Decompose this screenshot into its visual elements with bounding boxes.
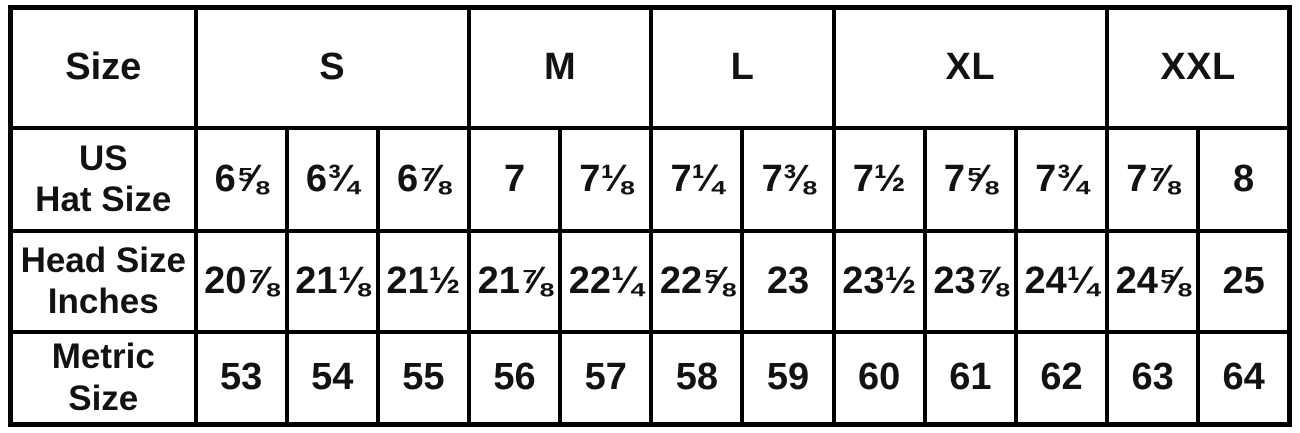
us-hat-size-cell: 7⅝ <box>922 125 1018 233</box>
group-header-xxl: XXL <box>1105 5 1292 130</box>
us-hat-size-cell: 7⅜ <box>740 125 836 233</box>
head-size-cell: 21½ <box>375 228 471 334</box>
head-size-cell: 24¼ <box>1013 228 1110 334</box>
metric-size-cell: 64 <box>1196 329 1292 427</box>
row-label-line: Size <box>68 378 139 418</box>
head-size-cell: 21⅞ <box>466 228 563 334</box>
us-hat-size-cell: 6⅞ <box>375 125 471 233</box>
group-header-m: M <box>466 5 654 130</box>
head-size-cell: 25 <box>1196 228 1292 334</box>
head-size-cell: 23½ <box>831 228 927 334</box>
head-size-cell: 24⅝ <box>1105 228 1201 334</box>
row-label-line: Metric <box>51 337 155 377</box>
row-label-head-size-inches: Head Size Inches <box>8 228 198 334</box>
head-size-cell: 22⅝ <box>649 228 745 334</box>
group-header-xl: XL <box>831 5 1110 130</box>
metric-size-cell: 62 <box>1013 329 1110 427</box>
size-group-header-row: Size S M L XL XXL <box>8 5 1292 130</box>
us-hat-size-cell: 7½ <box>831 125 927 233</box>
us-hat-size-cell: 7⅞ <box>1105 125 1201 233</box>
row-label-us-hat-size: US Hat Size <box>8 125 198 233</box>
row-label-metric-size: Metric Size <box>8 329 198 427</box>
metric-size-cell: 54 <box>284 329 380 427</box>
metric-size-row: Metric Size 53 54 55 56 57 58 59 60 61 6… <box>8 329 1292 427</box>
head-size-cell: 23⅞ <box>922 228 1018 334</box>
metric-size-cell: 63 <box>1105 329 1201 427</box>
metric-size-cell: 59 <box>740 329 836 427</box>
head-size-inches-row: Head Size Inches 20⅞ 21⅛ 21½ 21⅞ 22¼ 22⅝… <box>8 228 1292 334</box>
metric-size-cell: 56 <box>466 329 563 427</box>
group-header-l: L <box>649 5 836 130</box>
group-header-s: S <box>193 5 471 130</box>
row-label-line: Inches <box>47 282 159 321</box>
us-hat-size-cell: 8 <box>1196 125 1292 233</box>
us-hat-size-cell: 6¾ <box>284 125 380 233</box>
row-label-line: Hat Size <box>35 180 172 219</box>
metric-size-cell: 55 <box>375 329 471 427</box>
metric-size-cell: 57 <box>558 329 654 427</box>
us-hat-size-cell: 7⅛ <box>558 125 654 233</box>
head-size-cell: 20⅞ <box>193 228 289 334</box>
corner-header-size: Size <box>8 5 198 130</box>
row-label-line: US <box>78 138 128 178</box>
metric-size-cell: 60 <box>831 329 927 427</box>
metric-size-cell: 61 <box>922 329 1018 427</box>
hat-size-conversion-table: Size S M L XL XXL US Hat Size 6⅝ 6¾ 6⅞ 7… <box>8 5 1292 427</box>
us-hat-size-row: US Hat Size 6⅝ 6¾ 6⅞ 7 7⅛ 7¼ 7⅜ 7½ 7⅝ 7¾… <box>8 125 1292 233</box>
us-hat-size-cell: 6⅝ <box>193 125 289 233</box>
row-label-line: Head Size <box>20 240 186 280</box>
head-size-cell: 22¼ <box>558 228 654 334</box>
us-hat-size-cell: 7¼ <box>649 125 745 233</box>
us-hat-size-cell: 7 <box>466 125 563 233</box>
head-size-cell: 23 <box>740 228 836 334</box>
us-hat-size-cell: 7¾ <box>1013 125 1110 233</box>
head-size-cell: 21⅛ <box>284 228 380 334</box>
metric-size-cell: 58 <box>649 329 745 427</box>
metric-size-cell: 53 <box>193 329 289 427</box>
